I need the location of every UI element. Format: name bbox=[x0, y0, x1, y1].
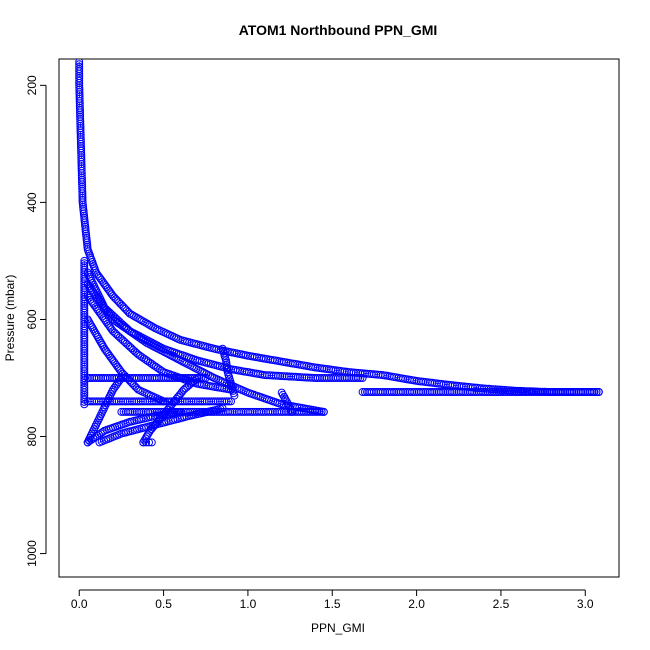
data-point bbox=[94, 335, 103, 343]
data-point bbox=[230, 391, 239, 400]
data-point bbox=[145, 438, 153, 447]
data-point bbox=[93, 333, 102, 341]
data-point bbox=[358, 374, 367, 382]
data-point bbox=[80, 395, 89, 404]
data-point bbox=[143, 319, 152, 328]
data-point bbox=[133, 314, 142, 323]
chart-title: ATOM1 Northbound PPN_GMI bbox=[239, 22, 438, 38]
data-point bbox=[149, 323, 158, 332]
data-point bbox=[131, 313, 140, 321]
x-tick-label: 1.5 bbox=[324, 597, 341, 611]
data-point bbox=[141, 318, 150, 327]
data-point bbox=[92, 331, 101, 340]
series-1 bbox=[358, 388, 603, 396]
x-tick-label: 3.0 bbox=[577, 597, 594, 611]
y-tick-label: 400 bbox=[25, 192, 39, 212]
x-tick-label: 0.0 bbox=[71, 597, 88, 611]
data-point bbox=[594, 388, 603, 396]
data-point bbox=[218, 404, 227, 413]
data-point bbox=[139, 438, 148, 447]
data-point bbox=[88, 323, 97, 332]
y-axis-label: Pressure (mbar) bbox=[3, 275, 17, 362]
data-point bbox=[145, 320, 154, 329]
data-point bbox=[125, 309, 134, 318]
series-10 bbox=[139, 438, 156, 447]
data-point bbox=[317, 407, 326, 416]
y-tick-label: 200 bbox=[25, 75, 39, 95]
data-point bbox=[224, 397, 233, 406]
data-point bbox=[143, 430, 152, 439]
y-tick-label: 600 bbox=[25, 309, 39, 329]
data-point bbox=[127, 310, 136, 319]
data-point bbox=[97, 338, 106, 347]
x-tick-label: 1.0 bbox=[240, 597, 257, 611]
x-tick-label: 0.5 bbox=[155, 597, 172, 611]
data-point bbox=[85, 319, 94, 328]
data-point bbox=[91, 329, 100, 338]
data-point bbox=[592, 388, 601, 396]
data-point bbox=[84, 317, 93, 326]
series-16 bbox=[83, 315, 168, 406]
data-point bbox=[96, 336, 104, 345]
series-14 bbox=[80, 256, 89, 409]
data-point bbox=[87, 321, 95, 330]
data-point bbox=[281, 395, 290, 404]
data-point bbox=[80, 400, 89, 409]
data-point bbox=[227, 397, 235, 406]
x-axis: 0.0 0.5 1.0 1.5 2.0 2.5 3.0 bbox=[71, 589, 594, 611]
data-point bbox=[142, 438, 151, 447]
data-point bbox=[159, 397, 168, 406]
data-point bbox=[278, 390, 287, 399]
data-point bbox=[315, 407, 324, 416]
data-point bbox=[98, 340, 107, 349]
series-13 bbox=[277, 388, 296, 416]
data-point bbox=[137, 316, 146, 325]
data-point bbox=[135, 315, 144, 324]
data-points bbox=[75, 59, 603, 447]
data-point bbox=[140, 337, 149, 346]
data-point bbox=[227, 385, 235, 394]
x-axis-label: PPN_GMI bbox=[311, 621, 365, 635]
plot-area bbox=[58, 58, 620, 578]
data-point bbox=[139, 317, 148, 326]
data-point bbox=[319, 407, 328, 416]
data-point bbox=[354, 374, 363, 382]
series-line bbox=[142, 377, 198, 443]
series-11 bbox=[95, 404, 227, 447]
data-point bbox=[287, 407, 296, 416]
data-point bbox=[83, 315, 92, 324]
data-point bbox=[222, 397, 231, 406]
y-tick-label: 800 bbox=[25, 426, 39, 446]
data-point bbox=[89, 325, 98, 334]
data-point bbox=[590, 388, 599, 396]
data-point bbox=[90, 327, 99, 336]
data-point bbox=[140, 436, 149, 445]
y-axis: 200 400 600 800 1000 bbox=[25, 75, 47, 567]
data-point bbox=[80, 397, 89, 406]
x-tick-label: 2.0 bbox=[408, 597, 425, 611]
series-line bbox=[87, 319, 164, 402]
series-8 bbox=[83, 374, 126, 447]
data-point bbox=[147, 438, 156, 447]
x-tick-label: 2.5 bbox=[493, 597, 510, 611]
y-tick-label: 1000 bbox=[25, 540, 39, 567]
data-point bbox=[356, 374, 365, 382]
series-15 bbox=[83, 292, 235, 394]
data-point bbox=[129, 311, 138, 320]
data-point bbox=[147, 322, 156, 330]
